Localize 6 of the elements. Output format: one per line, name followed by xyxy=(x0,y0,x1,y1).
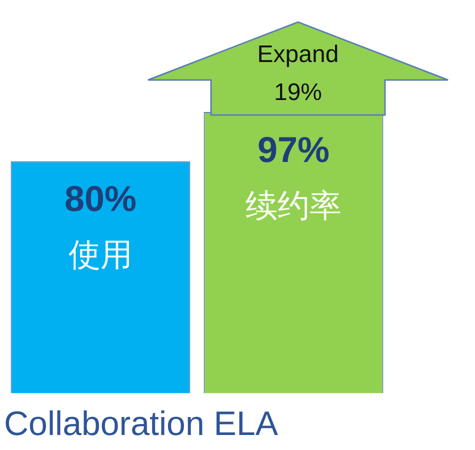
text: Collaboration ELA xyxy=(4,404,278,443)
data-label: 97% xyxy=(257,128,330,170)
text: Expand 19% xyxy=(256,40,340,108)
data-label: 80% xyxy=(64,178,137,220)
x-tick-label: 续约率 xyxy=(246,186,342,224)
x-tick-label: 使用 xyxy=(68,236,132,274)
